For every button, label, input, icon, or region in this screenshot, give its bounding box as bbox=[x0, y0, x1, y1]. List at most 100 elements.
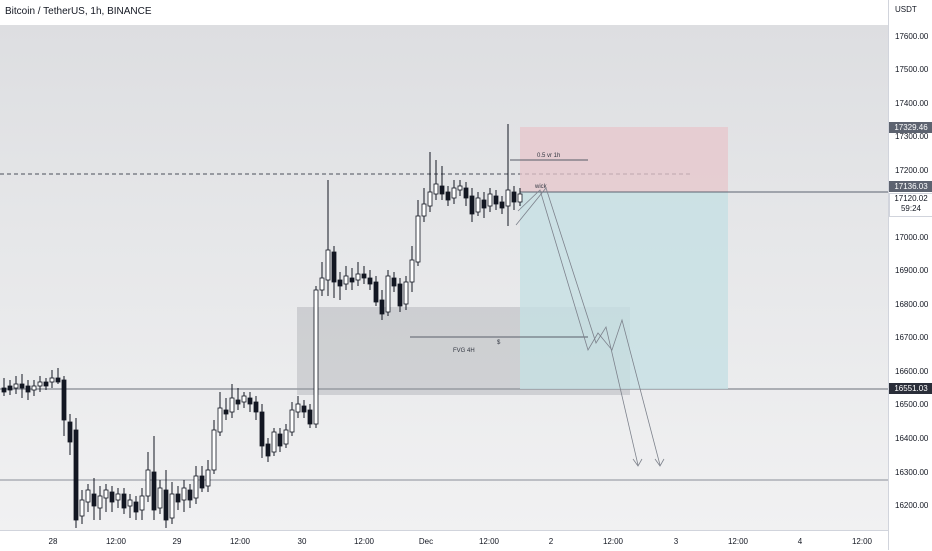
bearish-candle[interactable] bbox=[223, 409, 229, 415]
bullish-candle[interactable] bbox=[415, 215, 421, 263]
bullish-candle[interactable] bbox=[169, 493, 175, 519]
chart-area[interactable]: 0.5 vr 1h wick FVG 4H $ bbox=[0, 0, 888, 530]
bearish-candle[interactable] bbox=[493, 195, 499, 205]
bearish-candle[interactable] bbox=[19, 383, 25, 389]
bearish-candle[interactable] bbox=[187, 489, 193, 501]
bearish-candle[interactable] bbox=[481, 199, 487, 209]
bullish-candle[interactable] bbox=[313, 289, 319, 425]
bullish-candle[interactable] bbox=[211, 429, 217, 471]
bearish-candle[interactable] bbox=[373, 281, 379, 303]
bearish-candle[interactable] bbox=[361, 273, 367, 279]
bullish-candle[interactable] bbox=[241, 395, 247, 403]
price-tick: 17300.00 bbox=[895, 132, 929, 141]
bullish-candle[interactable] bbox=[421, 203, 427, 217]
bullish-candle[interactable] bbox=[409, 259, 415, 283]
bullish-candle[interactable] bbox=[355, 273, 361, 281]
bullish-candle[interactable] bbox=[205, 469, 211, 487]
bearish-candle[interactable] bbox=[199, 475, 205, 489]
take-profit-zone[interactable] bbox=[520, 192, 728, 389]
bearish-candle[interactable] bbox=[331, 251, 337, 283]
bearish-candle[interactable] bbox=[109, 491, 115, 503]
bullish-candle[interactable] bbox=[31, 385, 37, 391]
candlestick-series[interactable] bbox=[1, 124, 523, 528]
bearish-candle[interactable] bbox=[175, 493, 181, 503]
bearish-candle[interactable] bbox=[7, 385, 13, 391]
bullish-candle[interactable] bbox=[457, 185, 463, 191]
support-price-label: 16551.03 bbox=[889, 383, 932, 394]
bearish-candle[interactable] bbox=[301, 405, 307, 413]
bullish-candle[interactable] bbox=[319, 277, 325, 291]
bullish-candle[interactable] bbox=[343, 275, 349, 285]
bullish-candle[interactable] bbox=[475, 197, 481, 213]
bullish-candle[interactable] bbox=[49, 377, 55, 383]
bearish-candle[interactable] bbox=[163, 489, 169, 521]
bullish-candle[interactable] bbox=[103, 489, 109, 499]
bullish-candle[interactable] bbox=[79, 499, 85, 517]
bearish-candle[interactable] bbox=[499, 201, 505, 209]
bullish-candle[interactable] bbox=[487, 193, 493, 207]
bullish-candle[interactable] bbox=[37, 381, 43, 387]
time-tick: 12:00 bbox=[229, 537, 251, 546]
time-tick: 29 bbox=[172, 537, 182, 546]
bullish-candle[interactable] bbox=[97, 495, 103, 509]
projection-path-upper[interactable] bbox=[515, 187, 639, 466]
bearish-candle[interactable] bbox=[469, 195, 475, 215]
bearish-candle[interactable] bbox=[445, 191, 451, 201]
bearish-candle[interactable] bbox=[349, 277, 355, 283]
bullish-candle[interactable] bbox=[271, 431, 277, 453]
bullish-candle[interactable] bbox=[181, 487, 187, 501]
bullish-candle[interactable] bbox=[13, 383, 19, 389]
bullish-candle[interactable] bbox=[325, 249, 331, 281]
bearish-candle[interactable] bbox=[43, 381, 49, 387]
price-axis[interactable]: USDT 17600.00 17500.00 17400.00 17300.00… bbox=[888, 0, 932, 550]
bearish-candle[interactable] bbox=[337, 279, 343, 287]
bearish-candle[interactable] bbox=[253, 401, 259, 413]
bearish-candle[interactable] bbox=[73, 429, 79, 521]
bearish-candle[interactable] bbox=[1, 387, 7, 393]
bearish-candle[interactable] bbox=[247, 397, 253, 405]
bearish-candle[interactable] bbox=[277, 433, 283, 447]
bullish-candle[interactable] bbox=[127, 499, 133, 507]
bearish-candle[interactable] bbox=[151, 471, 157, 511]
bullish-candle[interactable] bbox=[403, 281, 409, 305]
bearish-candle[interactable] bbox=[235, 399, 241, 405]
bullish-candle[interactable] bbox=[427, 191, 433, 207]
bearish-candle[interactable] bbox=[55, 377, 61, 383]
bearish-candle[interactable] bbox=[61, 379, 67, 421]
bullish-candle[interactable] bbox=[517, 193, 523, 203]
bearish-candle[interactable] bbox=[367, 277, 373, 285]
bearish-candle[interactable] bbox=[259, 411, 265, 447]
bearish-candle[interactable] bbox=[391, 277, 397, 287]
bearish-candle[interactable] bbox=[25, 385, 31, 393]
symbol-title[interactable]: Bitcoin / TetherUS, 1h, BINANCE bbox=[5, 6, 152, 17]
bullish-candle[interactable] bbox=[505, 189, 511, 207]
bullish-candle[interactable] bbox=[139, 495, 145, 511]
bearish-candle[interactable] bbox=[397, 283, 403, 307]
bullish-candle[interactable] bbox=[385, 275, 391, 313]
bearish-candle[interactable] bbox=[67, 421, 73, 443]
projection-path-lower[interactable] bbox=[517, 189, 661, 466]
bullish-candle[interactable] bbox=[229, 397, 235, 413]
bearish-candle[interactable] bbox=[121, 493, 127, 509]
bearish-candle[interactable] bbox=[307, 409, 313, 425]
bullish-candle[interactable] bbox=[451, 187, 457, 199]
bullish-candle[interactable] bbox=[115, 493, 121, 501]
bullish-candle[interactable] bbox=[157, 487, 163, 509]
bearish-candle[interactable] bbox=[91, 493, 97, 507]
bullish-candle[interactable] bbox=[289, 409, 295, 433]
bullish-candle[interactable] bbox=[217, 407, 223, 433]
bullish-candle[interactable] bbox=[283, 429, 289, 445]
bearish-candle[interactable] bbox=[511, 191, 517, 203]
bearish-candle[interactable] bbox=[439, 185, 445, 195]
bullish-candle[interactable] bbox=[433, 183, 439, 195]
bullish-candle[interactable] bbox=[193, 475, 199, 499]
bearish-candle[interactable] bbox=[133, 501, 139, 513]
bearish-candle[interactable] bbox=[463, 187, 469, 199]
bullish-candle[interactable] bbox=[85, 489, 91, 503]
chart-canvas[interactable]: 0.5 vr 1h wick FVG 4H $ bbox=[0, 0, 888, 530]
bearish-candle[interactable] bbox=[379, 299, 385, 315]
time-axis[interactable]: 28 12:00 29 12:00 30 12:00 Dec 12:00 2 1… bbox=[0, 530, 888, 551]
bullish-candle[interactable] bbox=[145, 469, 151, 497]
bullish-candle[interactable] bbox=[295, 403, 301, 413]
bearish-candle[interactable] bbox=[265, 443, 271, 457]
